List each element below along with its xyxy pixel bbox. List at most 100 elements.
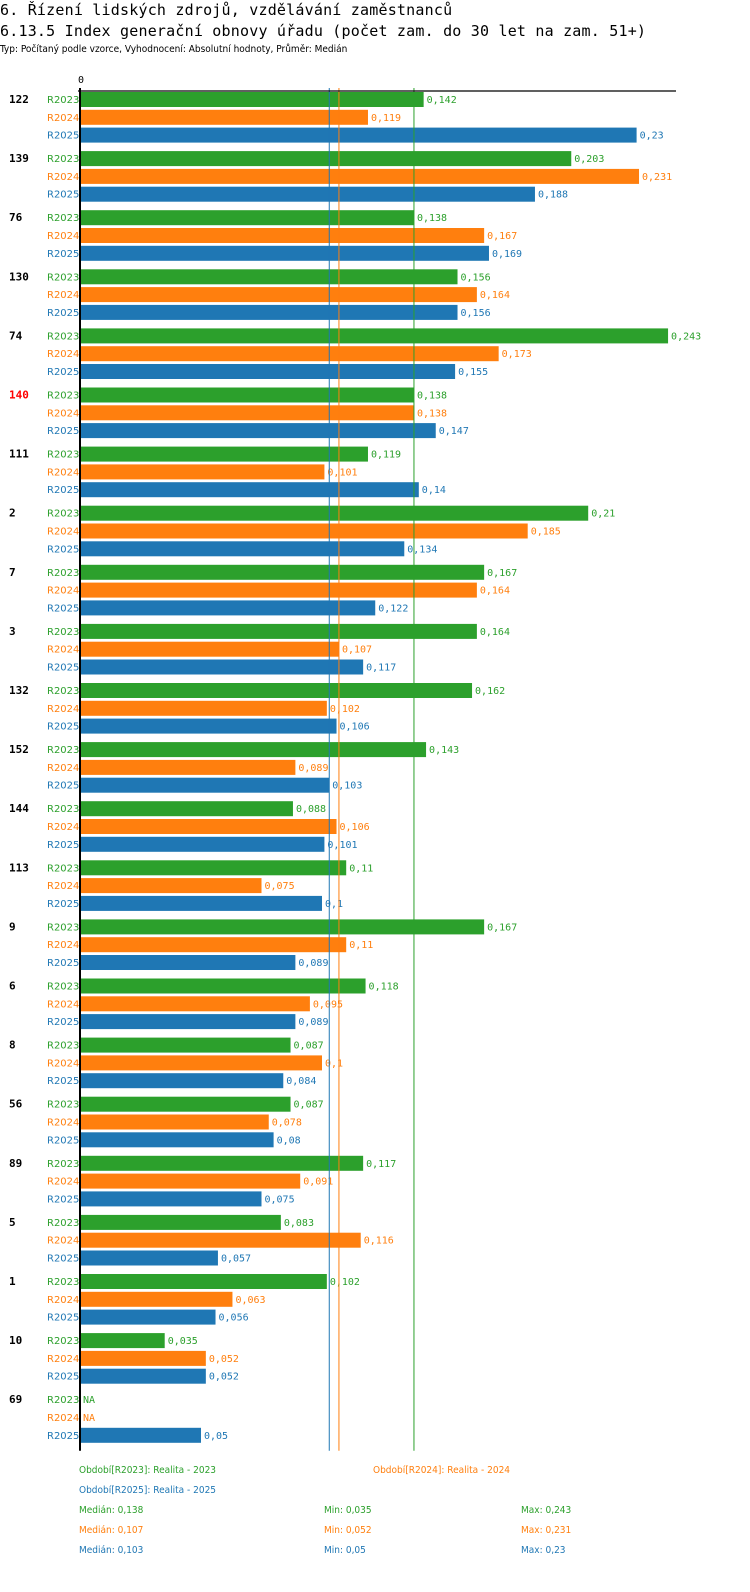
series-label: R2025 bbox=[47, 131, 79, 142]
series-label: R2024 bbox=[47, 940, 79, 951]
bar bbox=[80, 759, 296, 775]
bar bbox=[80, 405, 414, 421]
series-label: R2023 bbox=[47, 391, 79, 402]
data-label: 0,231 bbox=[642, 172, 672, 183]
category-label: 144 bbox=[9, 802, 29, 815]
data-label: 0,11 bbox=[349, 863, 373, 874]
bar bbox=[80, 269, 458, 285]
bar bbox=[80, 955, 296, 970]
bar bbox=[80, 700, 327, 716]
data-label: 0,102 bbox=[330, 1277, 360, 1288]
data-label: 0,167 bbox=[487, 231, 517, 242]
category-label: 56 bbox=[9, 1098, 23, 1111]
category-label: 8 bbox=[9, 1039, 16, 1052]
bar bbox=[80, 1274, 327, 1289]
bar bbox=[80, 346, 499, 362]
bar bbox=[80, 210, 414, 226]
bar bbox=[80, 541, 405, 557]
category-label: 152 bbox=[9, 743, 29, 756]
series-label: R2024 bbox=[47, 1295, 79, 1306]
bar bbox=[80, 641, 339, 657]
category-label: 9 bbox=[9, 920, 16, 933]
median-stat: Medián: 0,103 bbox=[79, 1545, 144, 1556]
series-label: R2023 bbox=[47, 509, 79, 520]
data-label: 0,156 bbox=[461, 272, 491, 283]
category-label: 111 bbox=[9, 448, 29, 461]
series-label: R2025 bbox=[47, 308, 79, 319]
bar bbox=[80, 742, 427, 758]
bar bbox=[80, 446, 368, 462]
bar bbox=[80, 1096, 291, 1112]
category-label: 140 bbox=[9, 389, 29, 402]
data-label: 0,1 bbox=[325, 1058, 343, 1069]
data-label: 0,107 bbox=[342, 645, 372, 656]
series-label: R2025 bbox=[47, 1135, 79, 1146]
data-label: 0,11 bbox=[349, 940, 373, 951]
bar bbox=[80, 582, 477, 598]
bar bbox=[80, 1073, 284, 1089]
data-label: 0,134 bbox=[407, 544, 437, 555]
bar bbox=[80, 1014, 296, 1030]
category-label: 132 bbox=[9, 684, 29, 697]
category-label: 89 bbox=[9, 1157, 22, 1170]
series-label: R2024 bbox=[47, 586, 79, 597]
bar bbox=[80, 1037, 291, 1053]
series-label: R2023 bbox=[47, 863, 79, 874]
data-label: 0,056 bbox=[219, 1313, 249, 1324]
legend-entry: Období[R2024]: Realita - 2024 bbox=[373, 1465, 511, 1476]
bar bbox=[80, 1427, 201, 1443]
series-label: R2025 bbox=[47, 603, 79, 614]
bar bbox=[80, 1132, 274, 1148]
bar bbox=[80, 523, 528, 539]
bar bbox=[80, 287, 477, 303]
data-label: 0,089 bbox=[298, 958, 328, 969]
bar bbox=[80, 937, 347, 953]
data-label: 0,169 bbox=[492, 249, 522, 260]
series-label: R2023 bbox=[47, 745, 79, 756]
category-label: 122 bbox=[9, 93, 29, 106]
data-label: 0,08 bbox=[277, 1135, 301, 1146]
data-label: 0,138 bbox=[417, 408, 447, 419]
data-label: 0,075 bbox=[265, 1194, 295, 1205]
category-label: 130 bbox=[9, 270, 29, 283]
data-label: 0,052 bbox=[209, 1354, 239, 1365]
page-title: 6. Řízení lidských zdrojů, vzdělávání za… bbox=[0, 1, 453, 19]
data-label: 0,138 bbox=[417, 213, 447, 224]
data-label: 0,167 bbox=[487, 568, 517, 579]
series-label: R2024 bbox=[47, 231, 79, 242]
series-label: R2025 bbox=[47, 190, 79, 201]
series-label: R2024 bbox=[47, 172, 79, 183]
data-label: 0,203 bbox=[574, 154, 604, 165]
bar bbox=[80, 387, 414, 403]
bar bbox=[80, 423, 436, 439]
series-label: R2025 bbox=[47, 781, 79, 792]
data-label: 0,162 bbox=[475, 686, 505, 697]
bar bbox=[80, 328, 669, 344]
bar bbox=[80, 168, 640, 184]
series-label: R2023 bbox=[47, 922, 79, 933]
min-stat: Min: 0,052 bbox=[324, 1525, 372, 1536]
data-label: 0,119 bbox=[371, 450, 401, 461]
bar bbox=[80, 564, 485, 580]
data-label: 0,101 bbox=[327, 467, 357, 478]
category-label: 76 bbox=[9, 211, 23, 224]
data-label: 0,164 bbox=[480, 627, 510, 638]
data-label: 0,095 bbox=[313, 999, 343, 1010]
data-label: 0,078 bbox=[272, 1118, 302, 1129]
data-label: 0,118 bbox=[369, 982, 399, 993]
data-label: 0,075 bbox=[265, 881, 295, 892]
bar bbox=[80, 836, 325, 852]
data-label: 0,084 bbox=[286, 1076, 316, 1087]
data-label: 0,23 bbox=[640, 131, 664, 142]
min-stat: Min: 0,035 bbox=[324, 1505, 372, 1516]
data-label: 0,147 bbox=[439, 426, 469, 437]
series-label: R2024 bbox=[47, 1177, 79, 1188]
series-label: R2025 bbox=[47, 1431, 79, 1442]
bar bbox=[80, 978, 366, 994]
bar bbox=[80, 1333, 165, 1349]
bar bbox=[80, 127, 637, 143]
bar bbox=[80, 1350, 206, 1366]
bar bbox=[80, 1114, 269, 1130]
chart-info: Typ: Počítaný podle vzorce, Vyhodnocení:… bbox=[0, 44, 348, 55]
bar bbox=[80, 878, 262, 894]
